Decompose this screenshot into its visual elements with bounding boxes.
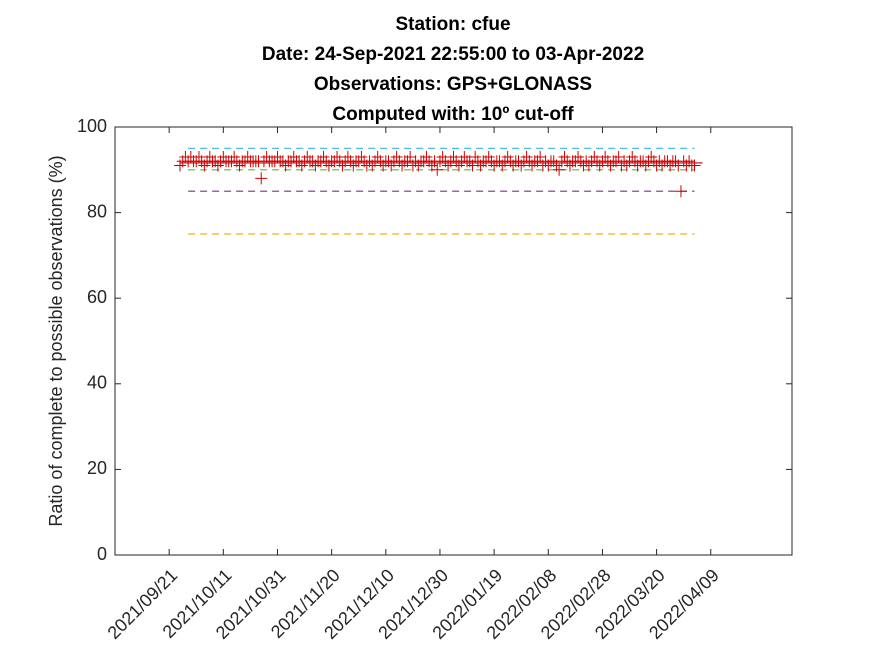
chart-title: Date: 24-Sep-2021 22:55:00 to 03-Apr-202… (262, 44, 644, 65)
y-tick-label: 0 (97, 544, 107, 564)
marker (674, 185, 687, 198)
y-tick-label: 20 (87, 458, 107, 478)
marker (553, 163, 566, 176)
marker (431, 163, 444, 176)
y-tick-label: 40 (87, 373, 107, 393)
chart-title: Observations: GPS+GLONASS (314, 74, 592, 95)
marker (688, 159, 701, 172)
y-tick-label: 100 (77, 116, 107, 136)
chart-title: Computed with: 10º cut-off (332, 104, 574, 125)
y-tick-label: 80 (87, 201, 107, 221)
marker (255, 172, 268, 185)
chart-title: Station: cfue (395, 14, 510, 35)
y-axis-label: Ratio of complete to possible observatio… (46, 155, 66, 526)
plot-area (114, 126, 793, 556)
y-tick-label: 60 (87, 287, 107, 307)
